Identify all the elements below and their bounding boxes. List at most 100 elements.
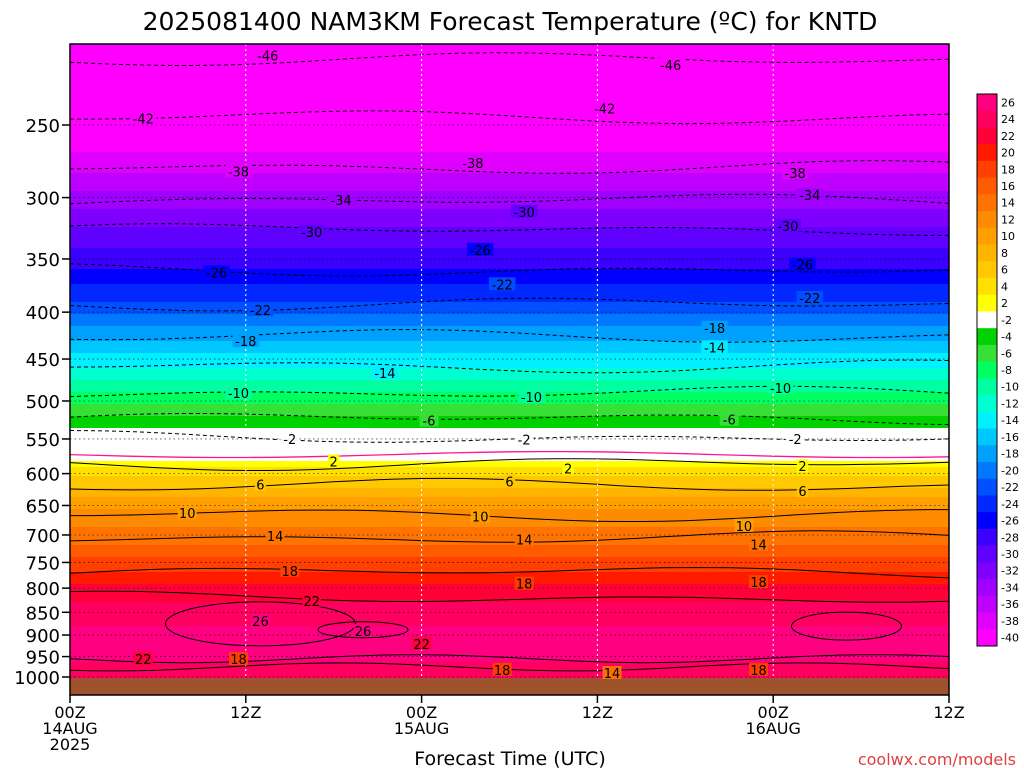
colorbar-swatch [977,144,997,162]
contour-label: -10 [228,387,249,402]
colorbar: 26 24 22 20 18 16 14 12 10 8 6 4 2 -2 -4 -6 -8 -10 -12 -14 -… [976,93,1019,647]
contour-label-bg [327,193,355,207]
contour-label: -6 [723,414,736,429]
contour-label-bg [701,340,728,354]
x-tick-label: 2025 [50,735,91,754]
contour-label-bg [419,413,439,427]
colorbar-swatch [977,378,997,396]
colorbar-swatch [977,194,997,212]
contour-label: -34 [330,194,351,209]
colorbar-label: -22 [1001,481,1019,494]
contour-label-bg [228,652,248,666]
colorbar-swatch [977,629,997,647]
colorbar-label: 10 [1001,230,1015,243]
contour-label-bg [412,636,432,650]
colorbar-swatch [977,177,997,195]
contour-label: 14 [516,534,533,549]
contour-label-bg [503,474,516,488]
contour-label-bg [130,111,157,125]
isotherm-26-cell [790,611,902,641]
contour-label-bg [492,662,512,676]
contour-label: 14 [267,530,284,545]
contour-label: -26 [792,259,813,274]
contour-label: 14 [604,667,621,682]
contour-label-bg [510,204,538,218]
contour-label: 2 [330,455,338,470]
colorbar-swatch [977,278,997,296]
contour-label-bg [470,509,490,523]
contour-label: 6 [505,475,513,490]
colorbar-label: 26 [1001,96,1015,109]
x-tick-label: 12Z [582,703,613,722]
contour-label: 22 [303,595,320,610]
colorbar-swatch [977,328,997,346]
contour-label: 18 [516,578,533,593]
y-tick-label: 550 [26,430,60,451]
contour-label-bg [796,484,809,498]
contour-label: 10 [472,510,489,525]
contour-label: -26 [470,244,491,259]
contour-label-bg [591,101,618,115]
contour-label: -18 [235,335,256,350]
colorbar-swatch [977,579,997,597]
isotherm-10 [70,509,949,522]
contour-label-bg [767,381,794,395]
colorbar-swatch [977,562,997,580]
isotherm-26-cell [164,601,356,647]
freezing-line [70,450,949,459]
colorbar-swatch [977,361,997,379]
colorbar-swatch [977,311,997,329]
contour-label-bg [225,385,252,399]
colorbar-label: -4 [1001,331,1012,344]
colorbar-swatch [977,478,997,496]
contour-label-bg [265,529,285,543]
colorbar-swatch [977,512,997,530]
contour-label: 14 [750,539,767,554]
contour-label: -38 [462,157,483,172]
contour-label-bg [250,614,270,628]
y-tick-label: 650 [26,496,60,517]
contour-label-bg [518,389,545,403]
x-tick-label: 14AUG [42,719,97,738]
contour-label: 2 [564,462,572,477]
contour-label: -10 [770,382,791,397]
contour-label: -18 [704,322,725,337]
contour-label-bg [302,593,322,607]
colorbar-swatch [977,595,997,614]
x-tick-label: 12Z [933,703,964,722]
x-tick-label: 00Z [406,703,437,722]
y-tick-label: 750 [26,553,60,574]
colorbar-label: -10 [1001,381,1019,394]
temperature-bands [70,44,949,695]
contour-label-bg [232,333,260,347]
contour-label-bg [177,505,197,519]
contour-label-bg [796,290,824,304]
y-tick-label: 250 [26,116,60,137]
contour-label-bg [796,459,809,473]
contour-label-bg [280,563,300,577]
y-tick-label: 700 [26,526,60,547]
contour-label-bg [514,532,534,546]
contour-label: -26 [206,266,227,281]
isotherm-14 [70,530,949,543]
colorbar-label: 2 [1001,297,1008,310]
colorbar-label: -20 [1001,464,1019,477]
colorbar-swatch [977,528,997,547]
contour-label: 2 [798,460,806,475]
y-tick-label: 850 [26,603,60,624]
colorbar-swatch [977,244,997,262]
colorbar-swatch [977,495,997,513]
y-axis: 2503003504004505005506006507007508008509… [14,116,70,689]
contour-label-bg [749,575,769,589]
contour-label: 6 [256,479,264,494]
contour-label-bg [466,242,494,256]
x-axis-label: Forecast Time (UTC) [414,748,605,768]
plot-area: -46-46-42-42-38-38-38-34 -34-30-30-30-26-… [70,44,949,695]
contour-label-bg [254,48,282,62]
chart-title: 2025081400 NAM3KM Forecast Temperature (… [143,7,878,36]
y-tick-label: 800 [26,579,60,600]
colorbar-swatch [977,94,997,112]
credit-link[interactable]: coolwx.com/models [858,750,1016,768]
colorbar-label: 4 [1001,280,1008,293]
